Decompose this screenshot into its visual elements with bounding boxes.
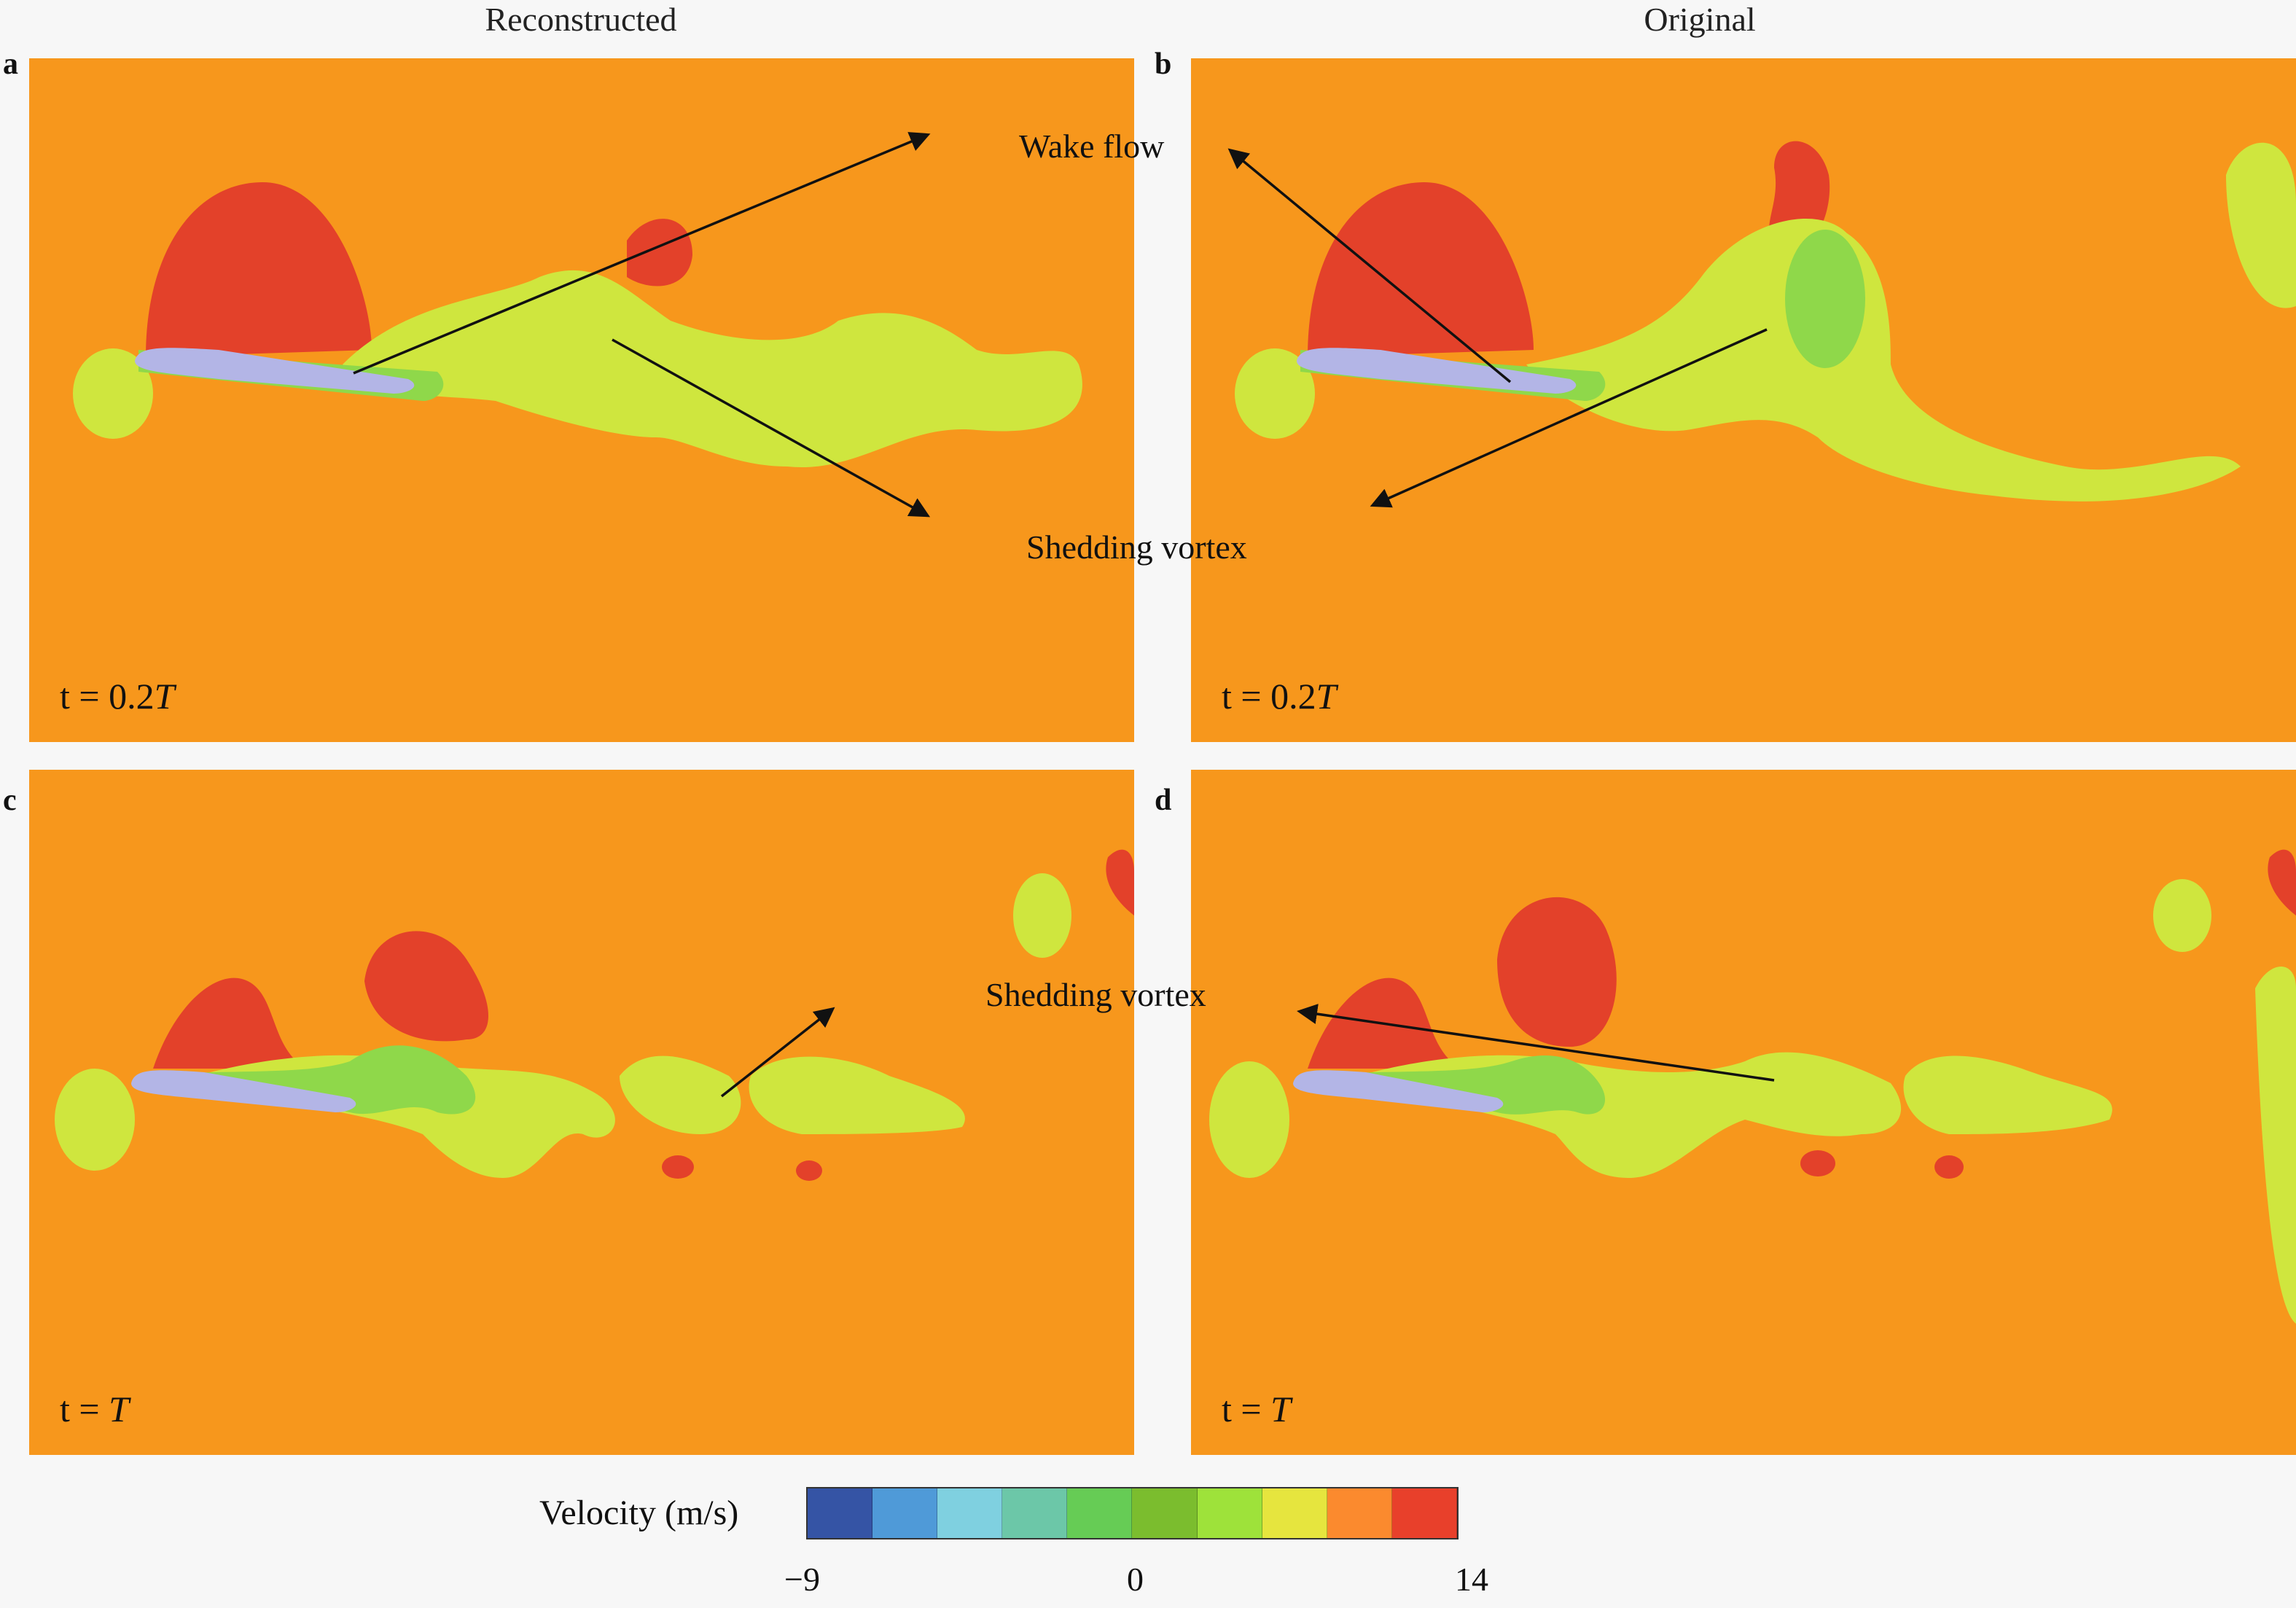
annotation-shedding-vortex-bottom: Shedding vortex bbox=[985, 976, 1206, 1013]
time-label-d: t = T bbox=[1222, 1389, 1291, 1429]
panel-letter-d: d bbox=[1155, 784, 1172, 817]
vortex-high-edge bbox=[1106, 849, 1134, 916]
panel-a: t = 0.2T bbox=[29, 58, 1134, 742]
colorbar-min-label: −9 bbox=[784, 1561, 820, 1598]
colorbar-max-label: 14 bbox=[1455, 1561, 1488, 1598]
annotation-wake-flow: Wake flow bbox=[1019, 128, 1165, 165]
leading-edge-bubble bbox=[55, 1069, 135, 1171]
panel-c-field bbox=[55, 849, 1134, 1181]
colorbar-mid-label: 0 bbox=[1127, 1561, 1144, 1598]
colorbar-swatch bbox=[1327, 1488, 1392, 1538]
vortex-high-small bbox=[627, 219, 692, 286]
wake-bubble-top bbox=[1013, 873, 1071, 958]
colorbar-title: Velocity (m/s) bbox=[539, 1494, 739, 1532]
vortex-high-front bbox=[153, 977, 306, 1069]
time-label-a: t = 0.2T bbox=[60, 676, 175, 717]
wake-region bbox=[343, 270, 1082, 467]
vortex-high-dot-1 bbox=[662, 1155, 694, 1179]
wake-edge bbox=[2255, 967, 2296, 1324]
vortex-high-front bbox=[1308, 977, 1461, 1069]
time-label-b: t = 0.2T bbox=[1222, 676, 1337, 717]
vortex-high-middle bbox=[1497, 897, 1617, 1047]
column-title-original: Original bbox=[1644, 1, 1756, 38]
panel-a-field bbox=[73, 182, 1082, 467]
vortex-high-dot-1 bbox=[1800, 1150, 1835, 1176]
wake-bubble-right bbox=[2226, 142, 2296, 308]
mid-velocity-core bbox=[1785, 230, 1865, 368]
colorbar-swatch bbox=[872, 1488, 938, 1538]
leading-edge-bubble bbox=[73, 348, 153, 439]
colorbar-swatch bbox=[1391, 1488, 1457, 1538]
panel-letter-b: b bbox=[1155, 47, 1172, 81]
mid-velocity-wave bbox=[146, 1045, 476, 1115]
panel-b: t = 0.2T bbox=[1191, 58, 2296, 742]
vortex-high-dot-2 bbox=[1934, 1155, 1964, 1179]
panel-letter-c: c bbox=[3, 784, 17, 817]
wake-bubble-top bbox=[2153, 879, 2211, 952]
airfoil bbox=[135, 348, 415, 394]
panel-c: t = T bbox=[29, 770, 1134, 1455]
panel-d: t = T bbox=[1191, 770, 2296, 1455]
wake-blob-2 bbox=[1903, 1055, 2112, 1134]
colorbar-swatch bbox=[1262, 1488, 1327, 1538]
wake-blob-2 bbox=[749, 1056, 965, 1134]
colorbar-swatch bbox=[1132, 1488, 1198, 1538]
wake-blob-1 bbox=[620, 1055, 741, 1134]
colorbar bbox=[806, 1487, 1459, 1539]
airfoil bbox=[131, 1070, 356, 1112]
wake-region bbox=[1526, 219, 2241, 501]
time-label-c: t = T bbox=[60, 1389, 129, 1429]
vortex-high-dot-2 bbox=[796, 1160, 822, 1181]
vortex-high-edge bbox=[2268, 849, 2296, 916]
column-title-reconstructed: Reconstructed bbox=[485, 1, 677, 38]
vortex-high-middle bbox=[364, 931, 488, 1042]
colorbar-swatch bbox=[937, 1488, 1003, 1538]
colorbar-swatch bbox=[1002, 1488, 1068, 1538]
vortex-high-large bbox=[1308, 182, 1534, 357]
panel-letter-a: a bbox=[3, 47, 18, 81]
vortex-high-large bbox=[146, 182, 372, 357]
colorbar-swatch bbox=[808, 1488, 873, 1538]
panel-b-field bbox=[1235, 141, 2296, 501]
leading-edge-bubble bbox=[1209, 1061, 1289, 1178]
annotation-shedding-vortex-top: Shedding vortex bbox=[1026, 528, 1247, 566]
panel-d-field bbox=[1209, 849, 2296, 1324]
colorbar-swatch bbox=[1197, 1488, 1262, 1538]
colorbar-swatch bbox=[1067, 1488, 1133, 1538]
